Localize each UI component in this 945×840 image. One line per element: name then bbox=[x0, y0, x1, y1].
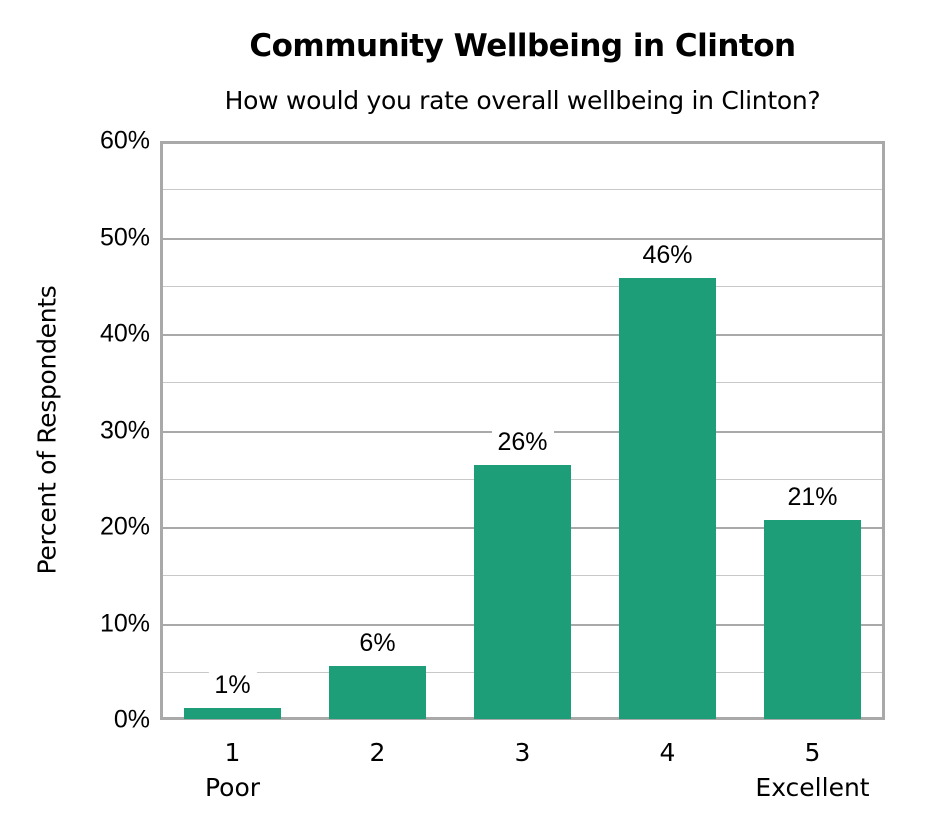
y-tick-label: 20% bbox=[99, 512, 150, 541]
x-tick-label: 4 bbox=[659, 738, 676, 767]
gridline bbox=[163, 237, 882, 240]
gridline bbox=[163, 334, 882, 336]
x-tick-label: 3 bbox=[514, 738, 531, 767]
data-label: 6% bbox=[353, 628, 402, 658]
bar-5 bbox=[764, 520, 861, 719]
chart-title: Community Wellbeing in Clinton bbox=[249, 28, 796, 64]
bar-4 bbox=[619, 278, 716, 719]
x-tick-label: 5 bbox=[804, 738, 821, 767]
y-tick-label: 40% bbox=[99, 319, 150, 348]
data-label: 46% bbox=[636, 241, 699, 271]
bar-3 bbox=[474, 465, 571, 719]
gridline bbox=[163, 189, 882, 191]
x-tick-sublabel: Poor bbox=[204, 773, 261, 802]
gridline bbox=[163, 382, 882, 384]
y-tick-label: 60% bbox=[99, 126, 150, 155]
data-label: 26% bbox=[491, 428, 554, 458]
x-tick-label: 2 bbox=[369, 738, 386, 767]
chart-subtitle: How would you rate overall wellbeing in … bbox=[224, 86, 821, 115]
data-label: 1% bbox=[208, 671, 257, 701]
x-tick-sublabel: Excellent bbox=[755, 773, 870, 802]
gridline bbox=[163, 285, 882, 287]
x-tick-label: 1 bbox=[224, 738, 241, 767]
y-tick-label: 0% bbox=[113, 705, 150, 734]
y-tick-label: 10% bbox=[99, 609, 150, 637]
y-tick-label: 50% bbox=[99, 223, 150, 251]
data-label: 21% bbox=[781, 483, 844, 513]
y-tick-label: 30% bbox=[99, 416, 150, 444]
bar-2 bbox=[329, 665, 426, 719]
bar-1 bbox=[184, 708, 281, 719]
